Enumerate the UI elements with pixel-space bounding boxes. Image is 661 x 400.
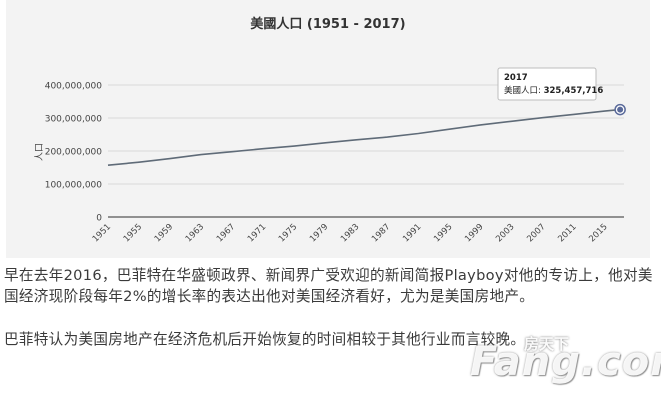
tooltip-label: 美國人口: 325,457,716 xyxy=(504,85,603,96)
y-axis-label: 人口 xyxy=(34,143,45,161)
x-tick-label: 1959 xyxy=(153,222,175,244)
series-line xyxy=(107,108,621,166)
x-tick-label: 1975 xyxy=(277,222,299,244)
x-tick-label: 2011 xyxy=(556,222,578,244)
tooltip-value: 325,457,716 xyxy=(544,86,604,96)
x-tick-label: 2003 xyxy=(494,222,516,244)
chart-panel: 美國人口 (1951 - 2017) 0 100,000,000 200,000,00… xyxy=(6,0,650,258)
article-paragraph-1: 早在去年2016，巴菲特在华盛顿政界、新闻界广受欢迎的新闻简报Playboy对他… xyxy=(4,267,653,305)
watermark-brand: Fang.com xyxy=(470,339,661,385)
x-tick-label: 1983 xyxy=(339,222,361,244)
x-tick-label: 1967 xyxy=(215,222,237,244)
x-tick-label: 1955 xyxy=(122,222,144,244)
chart-title: 美國人口 (1951 - 2017) xyxy=(250,16,405,32)
tooltip-year: 2017 xyxy=(504,73,528,83)
watermark-cn: 房天下 xyxy=(524,335,570,353)
x-tick-label: 1987 xyxy=(370,222,392,244)
y-tick-label: 0 xyxy=(96,214,102,224)
x-tick-label: 1963 xyxy=(184,222,206,244)
population-chart: 美國人口 (1951 - 2017) 0 100,000,000 200,000,00… xyxy=(34,16,626,244)
y-tick-label: 400,000,000 xyxy=(45,82,103,92)
x-tick-label: 1951 xyxy=(91,222,113,244)
x-tick-label: 1999 xyxy=(463,222,485,244)
y-tick-label: 300,000,000 xyxy=(45,115,103,125)
tooltip-box xyxy=(497,67,597,101)
x-tick-label: 2007 xyxy=(525,222,547,244)
x-tick-label: 1971 xyxy=(246,222,268,244)
y-tick-label: 100,000,000 xyxy=(45,181,103,191)
highlight-point xyxy=(617,106,624,113)
x-tick-label: 2015 xyxy=(587,222,609,244)
article-body: 早在去年2016，巴菲特在华盛顿政界、新闻界广受欢迎的新闻简报Playboy对他… xyxy=(4,265,656,350)
y-tick-label: 200,000,000 xyxy=(45,148,103,158)
x-tick-label: 1979 xyxy=(308,222,330,244)
fang-watermark-logo: Fang.com 房天下 xyxy=(470,333,661,393)
article-paragraph-2: 巴菲特认为美国房地产在经济危机后开始恢复的时间相较于其他行业而言较晚。 xyxy=(4,331,526,348)
x-tick-label: 1991 xyxy=(401,222,423,244)
x-tick-label: 1995 xyxy=(432,222,454,244)
